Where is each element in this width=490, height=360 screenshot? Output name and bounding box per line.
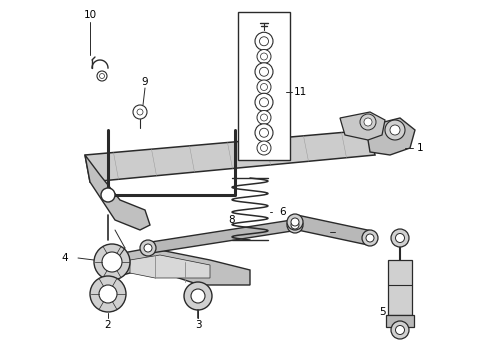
Text: 4: 4 xyxy=(62,253,68,263)
Circle shape xyxy=(362,230,378,246)
Text: 9: 9 xyxy=(142,77,148,87)
Circle shape xyxy=(291,221,299,229)
Circle shape xyxy=(257,50,271,63)
Circle shape xyxy=(99,285,117,303)
Circle shape xyxy=(287,217,303,233)
Text: 8: 8 xyxy=(229,215,235,225)
Circle shape xyxy=(360,114,376,130)
Circle shape xyxy=(395,234,405,243)
Circle shape xyxy=(385,120,405,140)
Polygon shape xyxy=(85,155,150,230)
Text: 1: 1 xyxy=(416,143,423,153)
Circle shape xyxy=(257,80,271,94)
Text: 2: 2 xyxy=(105,320,111,330)
Text: 5: 5 xyxy=(379,307,385,317)
Circle shape xyxy=(364,118,372,126)
Circle shape xyxy=(90,276,126,312)
Text: 3: 3 xyxy=(195,320,201,330)
Polygon shape xyxy=(85,130,375,182)
Polygon shape xyxy=(360,118,415,155)
Circle shape xyxy=(255,63,273,81)
Circle shape xyxy=(101,188,115,202)
Circle shape xyxy=(287,214,303,230)
Circle shape xyxy=(366,234,374,242)
Text: 6: 6 xyxy=(280,207,286,217)
Circle shape xyxy=(257,111,271,125)
Circle shape xyxy=(395,325,405,334)
Circle shape xyxy=(140,240,156,256)
Circle shape xyxy=(255,32,273,50)
Polygon shape xyxy=(145,219,298,254)
Circle shape xyxy=(184,282,212,310)
Circle shape xyxy=(260,67,269,76)
Text: 11: 11 xyxy=(294,87,307,97)
Circle shape xyxy=(255,93,273,111)
Circle shape xyxy=(137,109,143,115)
Circle shape xyxy=(391,229,409,247)
Polygon shape xyxy=(112,248,250,285)
Bar xyxy=(238,12,290,160)
Circle shape xyxy=(144,244,152,252)
Text: 7: 7 xyxy=(339,227,345,237)
Bar xyxy=(386,315,414,327)
Circle shape xyxy=(260,128,269,137)
Bar xyxy=(388,260,412,315)
Circle shape xyxy=(102,252,122,272)
Circle shape xyxy=(261,84,268,90)
Circle shape xyxy=(261,144,268,152)
Polygon shape xyxy=(130,255,210,278)
Circle shape xyxy=(261,53,268,60)
Circle shape xyxy=(291,218,299,226)
Text: 10: 10 xyxy=(83,10,97,20)
Circle shape xyxy=(99,73,104,78)
Circle shape xyxy=(257,141,271,155)
Circle shape xyxy=(133,105,147,119)
Circle shape xyxy=(191,289,205,303)
Circle shape xyxy=(260,98,269,107)
Circle shape xyxy=(390,125,400,135)
Circle shape xyxy=(97,71,107,81)
Circle shape xyxy=(391,321,409,339)
Circle shape xyxy=(261,114,268,121)
Polygon shape xyxy=(340,112,385,140)
Circle shape xyxy=(94,244,130,280)
Polygon shape xyxy=(293,215,372,245)
Circle shape xyxy=(260,37,269,46)
Circle shape xyxy=(255,124,273,142)
